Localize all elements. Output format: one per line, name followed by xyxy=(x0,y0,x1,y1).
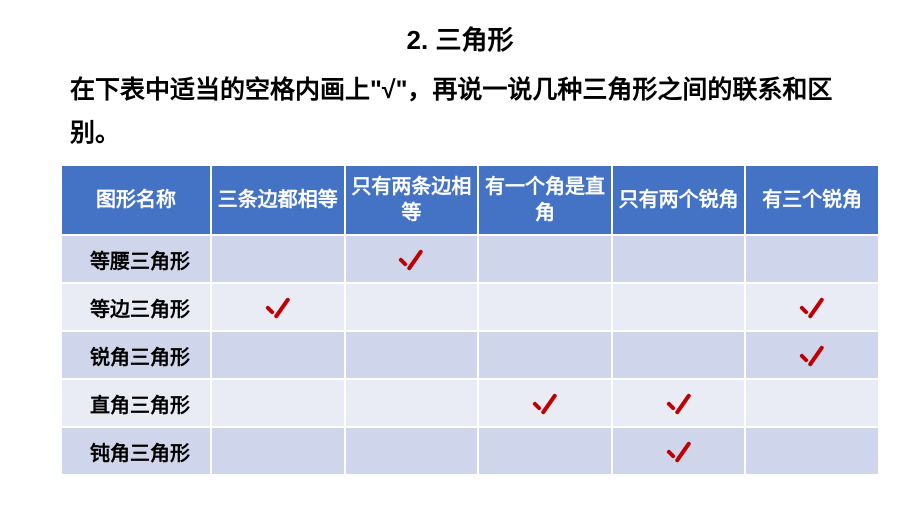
check-cell xyxy=(612,235,746,283)
table-row: 锐角三角形 xyxy=(61,331,879,379)
header-cell: 只有两条边相等 xyxy=(345,165,479,235)
table-row: 等腰三角形 xyxy=(61,235,879,283)
check-cell xyxy=(345,235,479,283)
page-title: 2. 三角形 xyxy=(0,20,920,57)
header-cell: 只有两个锐角 xyxy=(612,165,746,235)
check-cell xyxy=(612,379,746,427)
check-cell xyxy=(478,235,612,283)
table-row: 钝角三角形 xyxy=(61,427,879,475)
check-cell xyxy=(345,283,479,331)
check-cell xyxy=(211,379,345,427)
row-label: 等边三角形 xyxy=(61,283,211,331)
check-icon xyxy=(663,438,695,470)
check-icon xyxy=(395,246,427,278)
check-cell xyxy=(745,283,879,331)
check-cell xyxy=(612,283,746,331)
check-icon xyxy=(529,390,561,422)
check-cell xyxy=(478,283,612,331)
header-row: 图形名称 三条边都相等 只有两条边相等 有一个角是直角 只有两个锐角 有三个锐角 xyxy=(61,165,879,235)
row-label: 钝角三角形 xyxy=(61,427,211,475)
check-cell xyxy=(478,331,612,379)
check-cell xyxy=(211,427,345,475)
check-icon xyxy=(796,294,828,326)
check-cell xyxy=(211,331,345,379)
header-cell: 有一个角是直角 xyxy=(478,165,612,235)
row-label: 锐角三角形 xyxy=(61,331,211,379)
check-cell xyxy=(745,235,879,283)
row-label: 直角三角形 xyxy=(61,379,211,427)
table-container: 图形名称 三条边都相等 只有两条边相等 有一个角是直角 只有两个锐角 有三个锐角… xyxy=(0,164,920,476)
check-cell xyxy=(345,427,479,475)
check-icon xyxy=(663,390,695,422)
table-row: 等边三角形 xyxy=(61,283,879,331)
header-cell: 有三个锐角 xyxy=(745,165,879,235)
check-icon xyxy=(262,294,294,326)
check-cell xyxy=(478,427,612,475)
header-cell: 图形名称 xyxy=(61,165,211,235)
triangle-table: 图形名称 三条边都相等 只有两条边相等 有一个角是直角 只有两个锐角 有三个锐角… xyxy=(60,164,880,476)
check-cell xyxy=(478,379,612,427)
check-cell xyxy=(745,427,879,475)
check-cell xyxy=(211,235,345,283)
check-cell xyxy=(745,331,879,379)
check-cell xyxy=(345,331,479,379)
check-cell xyxy=(612,427,746,475)
row-label: 等腰三角形 xyxy=(61,235,211,283)
check-cell xyxy=(612,331,746,379)
check-cell xyxy=(745,379,879,427)
check-cell xyxy=(345,379,479,427)
instruction-text: 在下表中适当的空格内画上"√"，再说一说几种三角形之间的联系和区别。 xyxy=(0,69,920,154)
table-row: 直角三角形 xyxy=(61,379,879,427)
header-cell: 三条边都相等 xyxy=(211,165,345,235)
check-cell xyxy=(211,283,345,331)
check-icon xyxy=(796,342,828,374)
